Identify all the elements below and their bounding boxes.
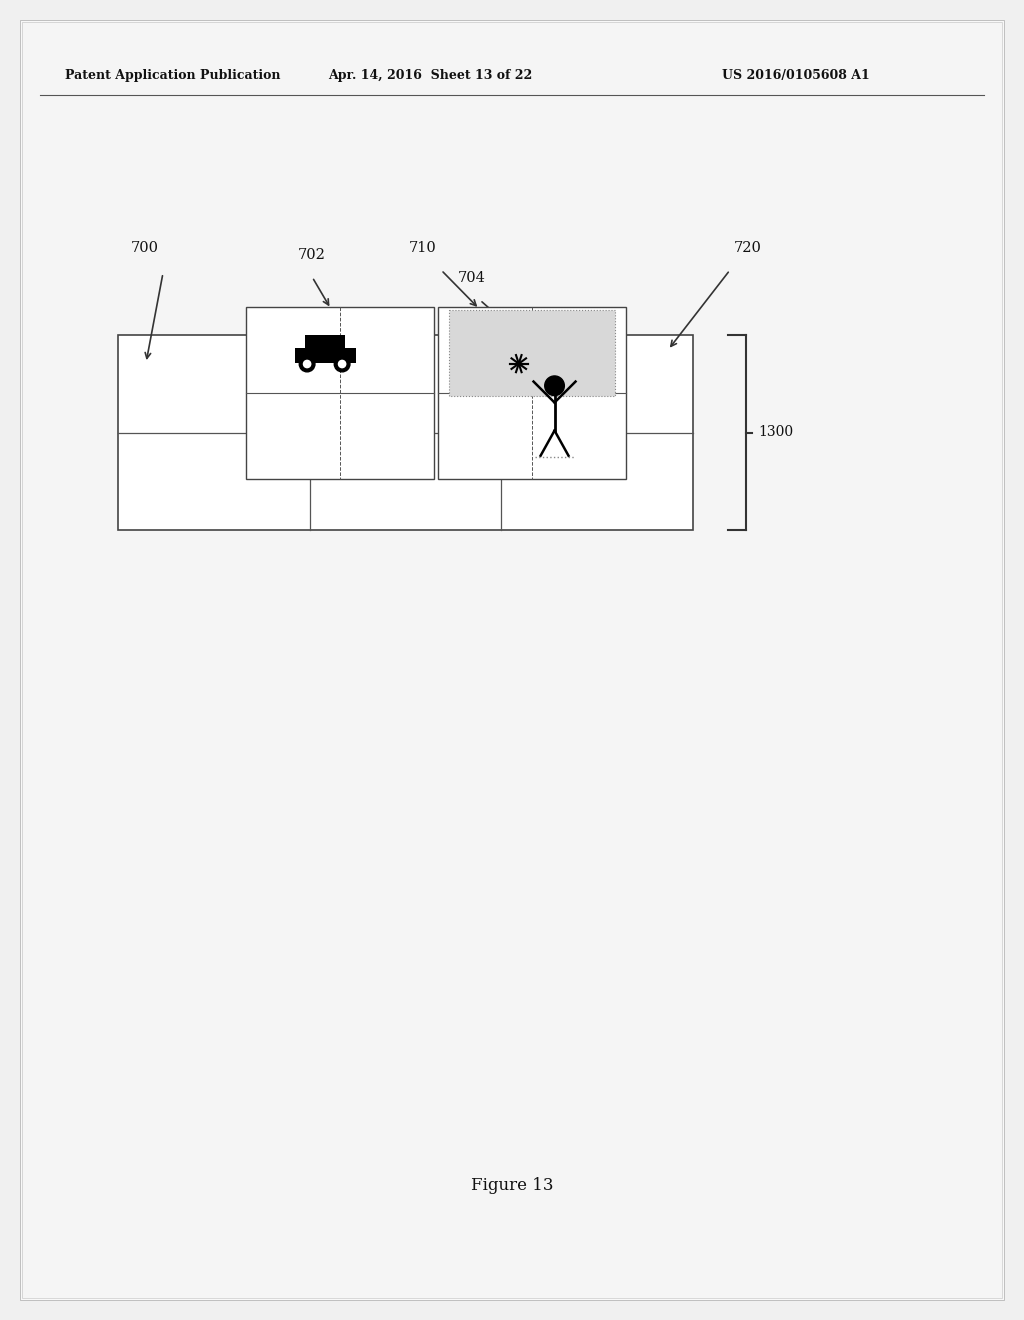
Text: 704: 704 [458,271,485,285]
Text: Figure 13: Figure 13 [471,1176,553,1193]
Text: 702: 702 [298,248,326,261]
Text: 720: 720 [734,242,762,255]
Circle shape [299,356,315,372]
Circle shape [339,360,346,368]
Bar [118,335,693,531]
Text: Apr. 14, 2016  Sheet 13 of 22: Apr. 14, 2016 Sheet 13 of 22 [328,69,532,82]
Bar [305,335,345,348]
Text: US 2016/0105608 A1: US 2016/0105608 A1 [722,69,870,82]
Bar [450,310,614,396]
Text: 700: 700 [131,242,159,255]
Bar [247,308,434,479]
Bar [295,348,356,363]
Bar [438,308,626,479]
Circle shape [545,376,564,396]
Text: Patent Application Publication: Patent Application Publication [65,69,281,82]
Circle shape [334,356,350,372]
Text: 1300: 1300 [758,425,794,440]
Circle shape [303,360,310,368]
Text: 710: 710 [410,242,437,255]
